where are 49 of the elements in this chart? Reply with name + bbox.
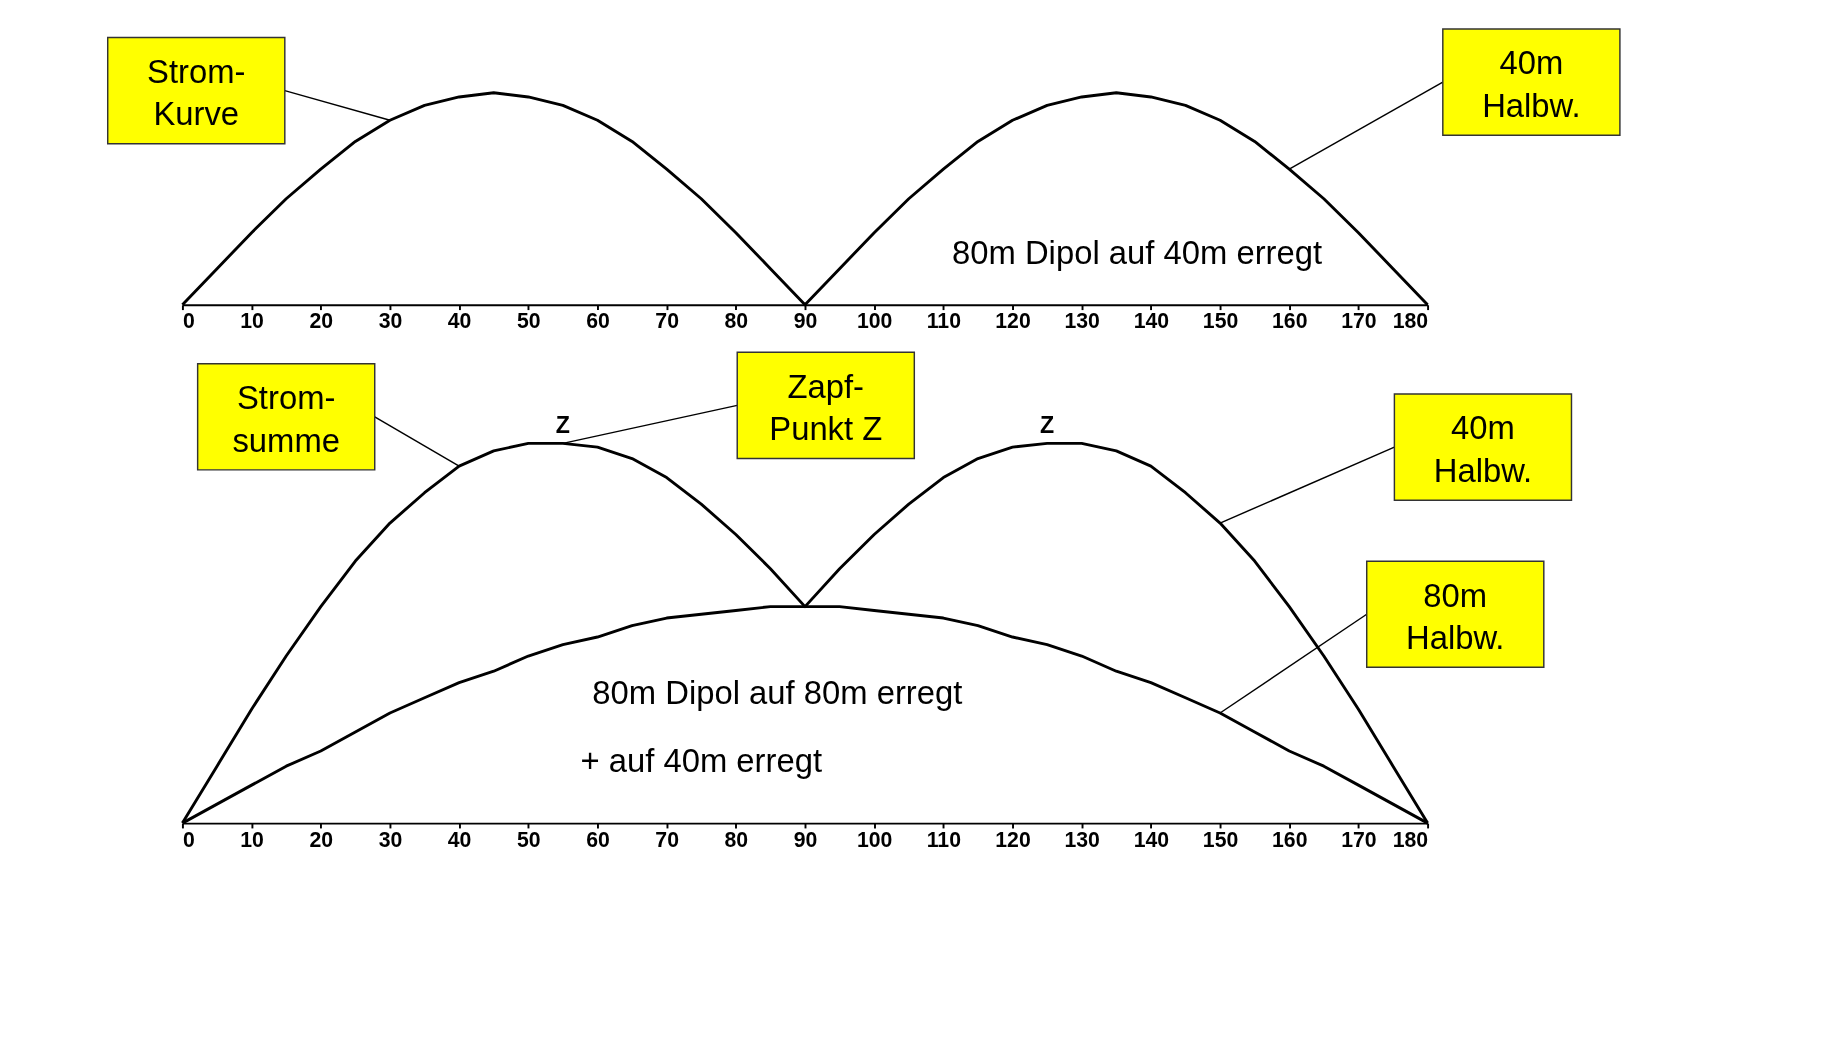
x-tick-label: 160 bbox=[1272, 827, 1308, 851]
x-tick-label: 0 bbox=[182, 309, 195, 333]
x-tick-label: 10 bbox=[240, 309, 264, 333]
x-tick-label: 140 bbox=[1133, 827, 1170, 851]
x-tick-label: 110 bbox=[926, 309, 961, 333]
annotation: 40m Halbw. bbox=[1433, 409, 1533, 489]
x-tick-label: 170 bbox=[1341, 827, 1377, 851]
x-tick-label: 140 bbox=[1133, 309, 1170, 333]
x-tick-label: 20 bbox=[309, 309, 334, 333]
x-tick-label: 90 bbox=[793, 827, 818, 851]
x-tick-label: 120 bbox=[995, 827, 1031, 851]
x-tick-label: 0 bbox=[182, 827, 195, 851]
annotation: 80m Dipol auf 40m erregt bbox=[952, 233, 1323, 271]
annotation: 80m Dipol auf 80m erregt bbox=[592, 673, 963, 711]
annotation: Strom- summe bbox=[232, 379, 340, 459]
x-tick-label: 50 bbox=[516, 827, 541, 851]
x-tick-label: 20 bbox=[309, 827, 334, 851]
x-tick-label: 130 bbox=[1064, 827, 1100, 851]
annotation: 80m Halbw. bbox=[1406, 576, 1505, 656]
x-tick-label: 50 bbox=[516, 309, 541, 333]
x-tick-label: 60 bbox=[586, 309, 610, 333]
x-tick-label: 10 bbox=[240, 827, 264, 851]
x-tick-label: 40 bbox=[447, 309, 472, 333]
x-tick-label: 130 bbox=[1064, 309, 1100, 333]
x-tick-label: 40 bbox=[447, 827, 472, 851]
x-tick-label: 150 bbox=[1202, 827, 1239, 851]
x-tick-label: 60 bbox=[586, 827, 610, 851]
x-tick-label: 70 bbox=[655, 309, 679, 333]
x-tick-label: 70 bbox=[655, 827, 679, 851]
annotation: 40m Halbw. bbox=[1482, 44, 1581, 124]
x-tick-label: 90 bbox=[793, 309, 818, 333]
x-tick-label: 80 bbox=[724, 827, 749, 851]
annotation: Z bbox=[555, 411, 570, 438]
annotation: Zapf- Punkt Z bbox=[769, 367, 883, 448]
x-tick-label: 180 bbox=[1392, 827, 1429, 851]
x-tick-label: 150 bbox=[1202, 309, 1239, 333]
x-tick-label: 100 bbox=[856, 309, 893, 333]
x-tick-label: 100 bbox=[856, 827, 893, 851]
x-tick-label: 80 bbox=[724, 309, 749, 333]
annotation: + auf 40m erregt bbox=[580, 742, 823, 779]
x-tick-label: 30 bbox=[378, 827, 403, 851]
x-tick-label: 170 bbox=[1341, 309, 1377, 333]
x-tick-label: 110 bbox=[926, 827, 961, 851]
annotation: Strom- Kurve bbox=[147, 52, 246, 133]
annotation: Z bbox=[1040, 411, 1055, 438]
x-tick-label: 30 bbox=[378, 309, 403, 333]
x-tick-label: 160 bbox=[1272, 309, 1308, 333]
x-tick-label: 120 bbox=[995, 309, 1031, 333]
x-tick-label: 180 bbox=[1392, 309, 1429, 333]
